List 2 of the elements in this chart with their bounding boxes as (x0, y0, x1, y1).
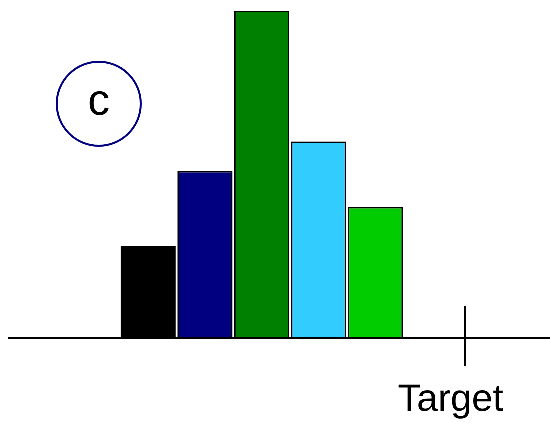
text: c (56, 61, 142, 147)
text: Target (398, 378, 504, 421)
